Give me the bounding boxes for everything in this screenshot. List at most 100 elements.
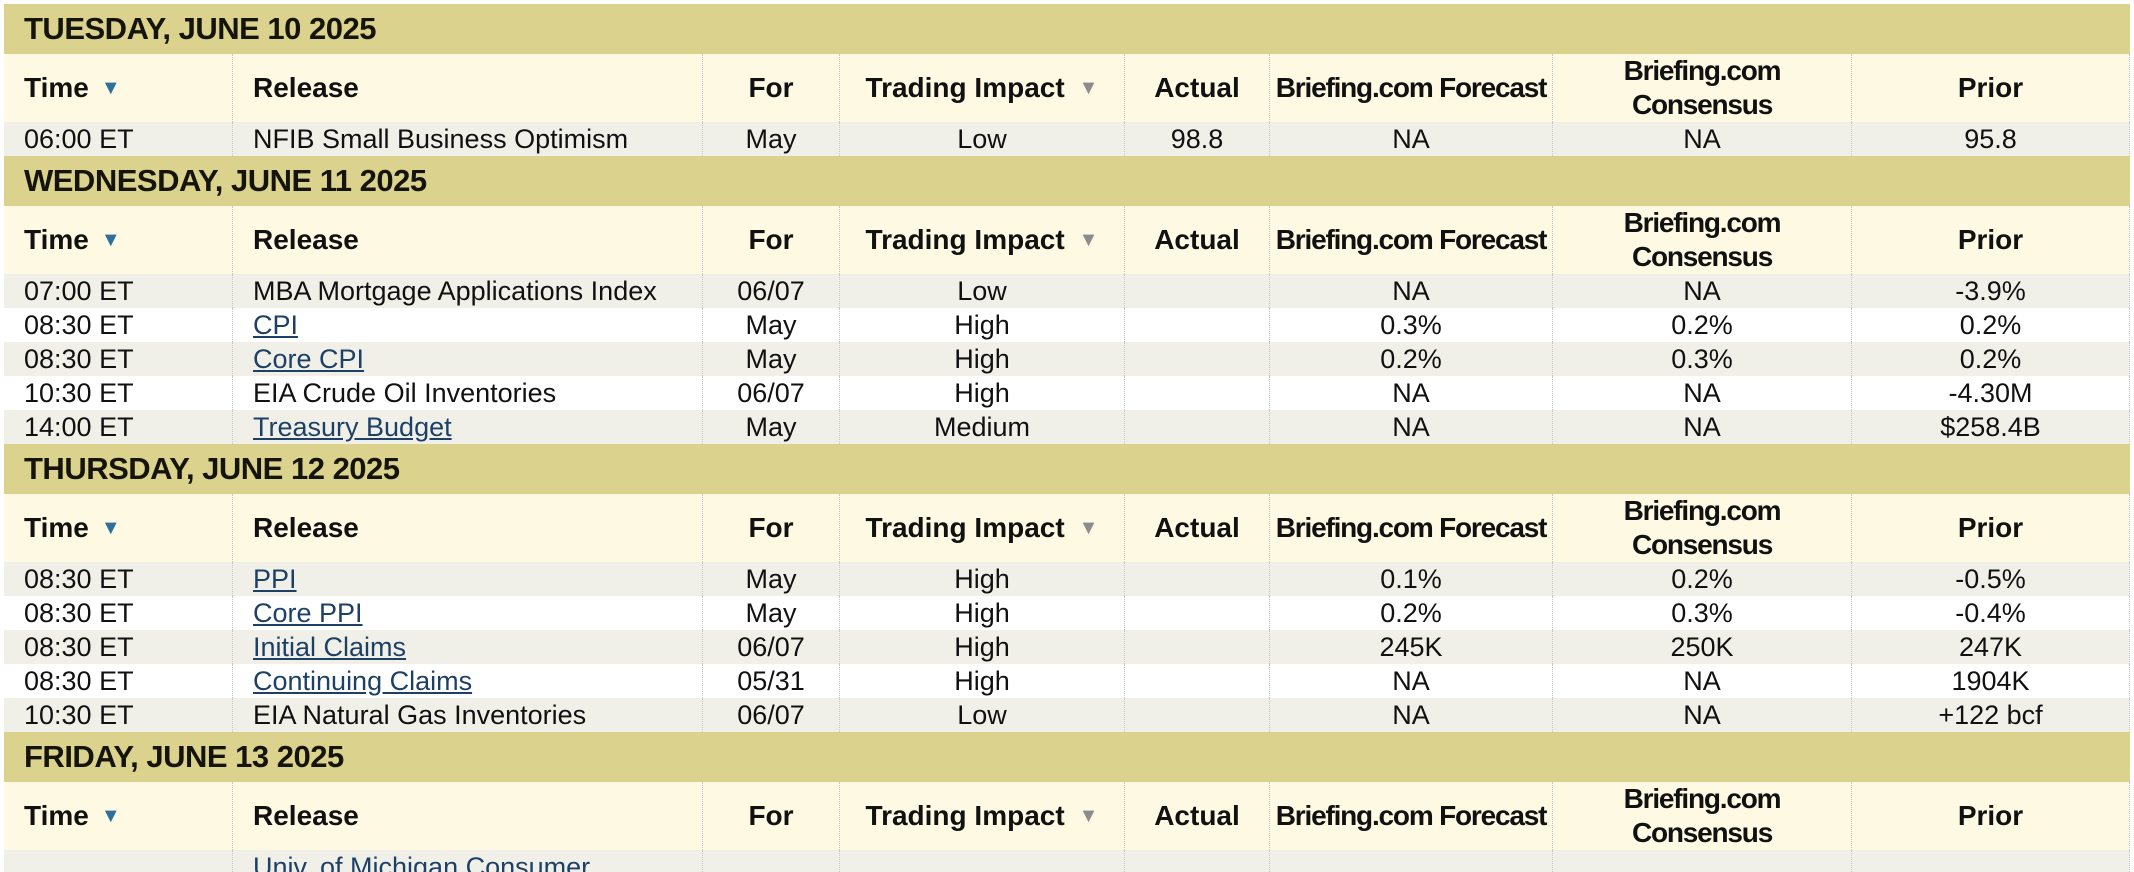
cell-forecast: NA — [1269, 410, 1552, 444]
forecast-header-label: Briefing.com Forecast — [1275, 72, 1548, 103]
trading-impact-column-header[interactable]: Trading Impact ▼ — [839, 782, 1124, 850]
actual-column-header: Actual — [1124, 494, 1269, 562]
cell-prior: -4.30M — [1851, 376, 2130, 410]
cell-prior: -0.4% — [1851, 596, 2130, 630]
for-value: May — [745, 344, 797, 374]
cell-for: 06/07 — [702, 630, 839, 664]
cell-release: PPI — [232, 562, 702, 596]
forecast-value: 0.3% — [1380, 310, 1442, 340]
cell-forecast: 0.3% — [1269, 308, 1552, 342]
consensus-header-label: Briefing.com Consensus — [1623, 207, 1782, 272]
forecast-header-label: Briefing.com Forecast — [1275, 800, 1548, 831]
cell-release: Core CPI — [232, 342, 702, 376]
cell-trading-impact: Medium — [839, 410, 1124, 444]
cell-forecast: NA — [1269, 122, 1552, 156]
cell-trading-impact: High — [839, 562, 1124, 596]
release-column-header: Release — [232, 782, 702, 850]
cell-consensus: NA — [1552, 274, 1851, 308]
cell-prior: +122 bcf — [1851, 698, 2130, 732]
for-header-label: For — [748, 800, 794, 831]
prior-column-header: Prior — [1851, 54, 2130, 122]
time-column-header[interactable]: Time ▼ — [4, 54, 232, 122]
prior-value: 247K — [1958, 632, 2023, 662]
time-value: 08:30 ET — [24, 564, 134, 594]
cell-release: MBA Mortgage Applications Index — [232, 274, 702, 308]
column-header-row: Time ▼ Release For Trading Impact ▼ Actu… — [4, 206, 2130, 274]
release-column-header: Release — [232, 54, 702, 122]
cell-for: May — [702, 596, 839, 630]
calendar-day-section: TUESDAY, JUNE 10 2025 Time ▼ Release For… — [4, 4, 2130, 156]
table-row: 08:30 ET Continuing Claims 05/31 High NA… — [4, 664, 2130, 698]
calendar-day-section: FRIDAY, JUNE 13 2025 Time ▼ Release For … — [4, 732, 2130, 872]
for-value: Jun — [749, 867, 793, 872]
release-link[interactable]: Core PPI — [253, 598, 363, 628]
day-header-label: WEDNESDAY, JUNE 11 2025 — [24, 163, 427, 198]
filter-arrow-icon: ▼ — [1078, 517, 1099, 539]
forecast-value: 0.1% — [1380, 564, 1442, 594]
table-row: 08:30 ET CPI May High 0.3% 0.2% 0.2% — [4, 308, 2130, 342]
consensus-header-label: Briefing.com Consensus — [1623, 55, 1782, 120]
cell-trading-impact: Low — [839, 274, 1124, 308]
for-value: May — [745, 124, 797, 154]
cell-consensus: 0.2% — [1552, 308, 1851, 342]
trading-impact-column-header[interactable]: Trading Impact ▼ — [839, 54, 1124, 122]
time-value: 10:30 ET — [24, 700, 134, 730]
filter-arrow-icon: ▼ — [1078, 77, 1099, 99]
time-column-header[interactable]: Time ▼ — [4, 494, 232, 562]
trading-impact-column-header[interactable]: Trading Impact ▼ — [839, 494, 1124, 562]
time-header-label: Time — [24, 512, 89, 543]
cell-prior: 52.2 — [1851, 850, 2130, 872]
cell-trading-impact: High — [839, 664, 1124, 698]
section-rows: 06:00 ET NFIB Small Business Optimism Ma… — [4, 122, 2130, 156]
cell-trading-impact: High — [839, 308, 1124, 342]
release-text: NFIB Small Business Optimism — [253, 124, 629, 154]
cell-trading-impact: High — [839, 342, 1124, 376]
actual-header-label: Actual — [1154, 72, 1240, 103]
cell-consensus: 53.0 — [1552, 850, 1851, 872]
release-link[interactable]: CPI — [253, 310, 299, 340]
consensus-header-label: Briefing.com Consensus — [1623, 783, 1782, 848]
trading-impact-header-label: Trading Impact — [865, 224, 1065, 255]
release-link[interactable]: Treasury Budget — [253, 412, 452, 442]
time-value: 07:00 ET — [24, 276, 134, 306]
time-value: 10:00 ET — [24, 867, 134, 872]
time-value: 10:30 ET — [24, 378, 134, 408]
for-value: 06/07 — [737, 700, 805, 730]
day-header: THURSDAY, JUNE 12 2025 — [4, 444, 2130, 494]
trading-impact-value: High — [954, 632, 1010, 662]
cell-time: 14:00 ET — [4, 410, 232, 444]
column-header-row: Time ▼ Release For Trading Impact ▼ Actu… — [4, 54, 2130, 122]
filter-arrow-icon: ▼ — [1078, 805, 1099, 827]
cell-prior: -0.5% — [1851, 562, 2130, 596]
trading-impact-column-header[interactable]: Trading Impact ▼ — [839, 206, 1124, 274]
day-header: TUESDAY, JUNE 10 2025 — [4, 4, 2130, 54]
actual-value: 98.8 — [1170, 124, 1224, 154]
prior-column-header: Prior — [1851, 206, 2130, 274]
release-link[interactable]: PPI — [253, 564, 297, 594]
cell-for: 06/07 — [702, 274, 839, 308]
release-header-label: Release — [253, 224, 359, 255]
table-row: 14:00 ET Treasury Budget May Medium NA N… — [4, 410, 2130, 444]
release-link[interactable]: Initial Claims — [253, 632, 407, 662]
cell-consensus: NA — [1552, 410, 1851, 444]
sort-arrow-icon: ▼ — [100, 229, 121, 251]
actual-header-label: Actual — [1154, 512, 1240, 543]
release-link[interactable]: Core CPI — [253, 344, 365, 374]
cell-release: NFIB Small Business Optimism — [232, 122, 702, 156]
cell-consensus: NA — [1552, 376, 1851, 410]
for-value: 06/07 — [737, 378, 805, 408]
time-column-header[interactable]: Time ▼ — [4, 206, 232, 274]
cell-for: May — [702, 122, 839, 156]
trading-impact-value: High — [954, 344, 1010, 374]
time-header-label: Time — [24, 800, 89, 831]
cell-release: Treasury Budget — [232, 410, 702, 444]
time-column-header[interactable]: Time ▼ — [4, 782, 232, 850]
prior-value: 1904K — [1951, 666, 2030, 696]
day-header: WEDNESDAY, JUNE 11 2025 — [4, 156, 2130, 206]
release-link[interactable]: Continuing Claims — [253, 666, 473, 696]
cell-prior: -3.9% — [1851, 274, 2130, 308]
release-link[interactable]: Univ. of Michigan Consumer Sentiment - P… — [253, 852, 591, 872]
table-row: 10:00 ET Univ. of Michigan Consumer Sent… — [4, 850, 2130, 872]
